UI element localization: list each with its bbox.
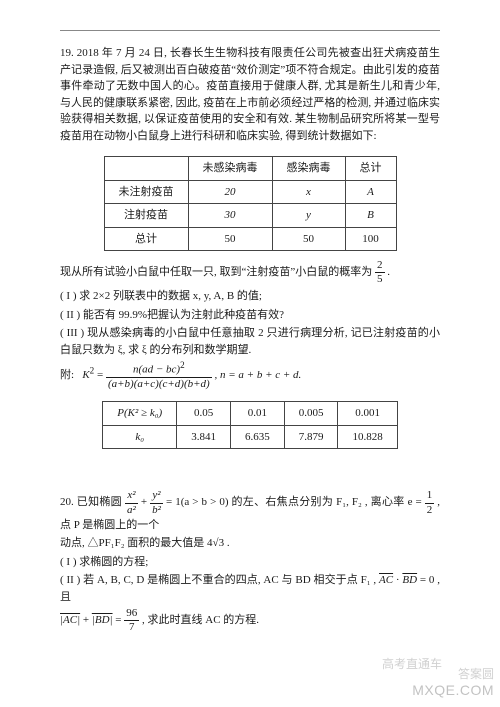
t1-r0c2: x <box>272 180 345 204</box>
t1-r1c1: 30 <box>188 204 272 228</box>
q20-number: 20. <box>60 497 74 509</box>
t2-h1: 0.05 <box>177 402 231 426</box>
t1-h3: 总计 <box>345 157 396 181</box>
t1-r1c2: y <box>272 204 345 228</box>
k2-lhs: K <box>82 369 89 381</box>
t1-r0c1: 20 <box>188 180 272 204</box>
t2-h0: P(K² ≥ k₀) <box>103 402 177 426</box>
q20-line2-tail: . <box>224 537 230 549</box>
k2-frac: n(ad − bc)2 (a+b)(a+c)(c+d)(b+d) <box>106 360 212 391</box>
k2-sup: 2 <box>90 366 95 376</box>
k2-den: (a+b)(a+c)(c+d)(b+d) <box>106 378 212 391</box>
t1-h0 <box>104 157 188 181</box>
t1-r2c1: 50 <box>188 227 272 251</box>
q19-text: 2018 年 7 月 24 日, 长春长生生物科技有限责任公司先被查出狂犬病疫苗… <box>60 47 440 142</box>
t2-r0: k₀ <box>103 425 177 449</box>
abs-ac: |AC| <box>60 615 80 627</box>
problem-20: 20. 已知椭圆 x² a² + y² b² = 1(a > b > 0) 的左… <box>60 489 440 634</box>
ellipse-num1: x² <box>125 489 138 503</box>
q19-paragraph: 19. 2018 年 7 月 24 日, 长春长生生物科技有限责任公司先被查出狂… <box>60 45 440 144</box>
f-den: 7 <box>124 621 139 634</box>
q19-after-table: 现从所有试验小白鼠中任取一只, 取到“注射疫苗”小白鼠的概率为 2 5 . <box>60 259 440 286</box>
k2-tail: , n = a + b + c + d. <box>214 369 301 381</box>
frac-2-5: 2 5 <box>375 259 385 286</box>
k2-prefix: 附: <box>60 369 74 381</box>
watermark-gaokao: 高考直通车 <box>382 655 442 673</box>
plus2: + <box>83 615 92 627</box>
q20-sub1: ( I ) 求椭圆的方程; <box>60 554 440 571</box>
q20-sub2-l2-tail: , 求此时直线 AC 的方程. <box>142 615 259 627</box>
q20-line2-head: 动点, △PF₁F₂ 面积的最大值是 4 <box>60 537 213 549</box>
f-frac: 96 7 <box>124 607 139 634</box>
f-num: 96 <box>124 607 139 621</box>
eq: = <box>115 615 124 627</box>
q19-sub1: ( I ) 求 2×2 列联表中的数据 x, y, A, B 的值; <box>60 288 440 305</box>
q20-line2: 动点, △PF₁F₂ 面积的最大值是 4√3 . <box>60 535 440 552</box>
problem-19: 19. 2018 年 7 月 24 日, 长春长生生物科技有限责任公司先被查出狂… <box>60 45 440 449</box>
k2-num-sup: 2 <box>180 360 185 370</box>
e-num: 1 <box>425 489 435 503</box>
ellipse-num2: y² <box>150 489 163 503</box>
q19-contingency-table: 未感染病毒 感染病毒 总计 未注射疫苗 20 x A 注射疫苗 30 y B <box>104 156 397 251</box>
t1-h2: 感染病毒 <box>272 157 345 181</box>
frac-2-5-num: 2 <box>375 259 385 273</box>
k2-num-text: n(ad − bc) <box>133 364 180 376</box>
t1-r1c0: 注射疫苗 <box>104 204 188 228</box>
e-den: 2 <box>425 504 435 517</box>
q19-sub2: ( II ) 能否有 99.9%把握认为注射此种疫苗有效? <box>60 307 440 324</box>
sqrt3: √3 <box>213 537 225 549</box>
t1-r0c0: 未注射疫苗 <box>104 180 188 204</box>
e-frac: 1 2 <box>425 489 435 516</box>
t2-r2: 6.635 <box>230 425 284 449</box>
k2-num: n(ad − bc)2 <box>106 360 212 378</box>
q20-intro-mid: = 1(a > b > 0) 的左、右焦点分别为 F₁, F₂ , 离心率 e … <box>166 497 422 509</box>
q20-sub2-line2: |AC| + |BD| = 96 7 , 求此时直线 AC 的方程. <box>60 607 440 634</box>
q19-after-table-text: 现从所有试验小白鼠中任取一只, 取到“注射疫苗”小白鼠的概率为 <box>60 266 372 278</box>
t2-h2: 0.01 <box>230 402 284 426</box>
q20-sub2-line1: ( II ) 若 A, B, C, D 是椭圆上不重合的四点, AC 与 BD … <box>60 572 440 605</box>
t1-r2c3: 100 <box>345 227 396 251</box>
ellipse-frac1: x² a² <box>125 489 138 516</box>
q19-critical-table: P(K² ≥ k₀) 0.05 0.01 0.005 0.001 k₀ 3.84… <box>102 401 397 449</box>
vec-bd: BD <box>402 574 417 586</box>
top-rule <box>60 30 440 31</box>
ellipse-den2: b² <box>150 504 163 517</box>
ellipse-den1: a² <box>125 504 138 517</box>
q19-number: 19. <box>60 47 74 59</box>
t2-r1: 3.841 <box>177 425 231 449</box>
t1-r2c2: 50 <box>272 227 345 251</box>
t2-h4: 0.001 <box>338 402 397 426</box>
q20-intro-head: 已知椭圆 <box>77 497 122 509</box>
q19-k2-formula: 附: K2 = n(ad − bc)2 (a+b)(a+c)(c+d)(b+d)… <box>60 360 440 391</box>
t1-h1: 未感染病毒 <box>188 157 272 181</box>
q19-sub3: ( III ) 现从感染病毒的小白鼠中任意抽取 2 只进行病理分析, 记已注射疫… <box>60 325 440 358</box>
t2-r3: 7.879 <box>284 425 338 449</box>
abs-bd: |BD| <box>92 615 113 627</box>
q20-sub2-l1: ( II ) 若 A, B, C, D 是椭圆上不重合的四点, AC 与 BD … <box>60 574 379 586</box>
t1-r1c3: B <box>345 204 396 228</box>
ellipse-frac2: y² b² <box>150 489 163 516</box>
watermark-mxqe: MXQE.COM <box>412 680 494 701</box>
q20-line1: 20. 已知椭圆 x² a² + y² b² = 1(a > b > 0) 的左… <box>60 489 440 533</box>
t2-h3: 0.005 <box>284 402 338 426</box>
t2-r4: 10.828 <box>338 425 397 449</box>
vec-ac: AC <box>379 574 393 586</box>
plus: + <box>141 497 150 509</box>
t1-r0c3: A <box>345 180 396 204</box>
t1-r2c0: 总计 <box>104 227 188 251</box>
frac-2-5-den: 5 <box>375 273 385 286</box>
